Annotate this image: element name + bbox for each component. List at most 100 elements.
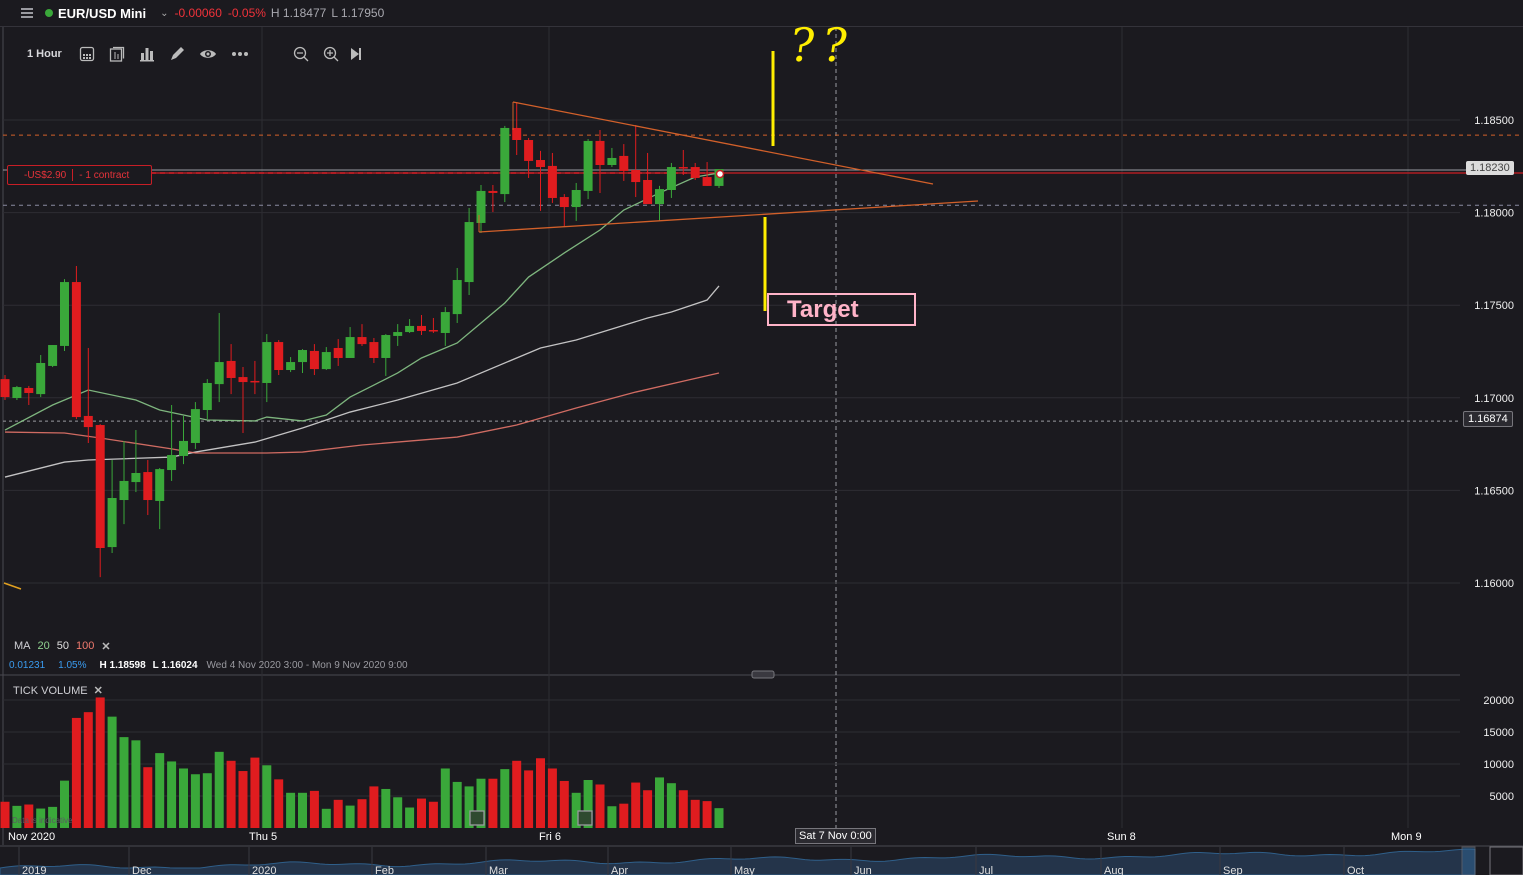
- volume-bar[interactable]: [690, 799, 700, 828]
- candle-body[interactable]: [274, 342, 284, 371]
- volume-bar[interactable]: [131, 740, 141, 828]
- instrument-name[interactable]: EUR/USD Mini: [58, 5, 147, 21]
- candle-body[interactable]: [24, 387, 34, 393]
- volume-bar[interactable]: [571, 792, 581, 828]
- candle-body[interactable]: [333, 347, 343, 358]
- volume-bar[interactable]: [595, 784, 605, 828]
- navigator-window[interactable]: [1461, 846, 1476, 875]
- candle-body[interactable]: [512, 127, 522, 141]
- volume-bar[interactable]: [345, 805, 355, 828]
- candle-body[interactable]: [631, 170, 641, 183]
- skip-to-end-icon[interactable]: [349, 44, 363, 64]
- volume-bar[interactable]: [214, 751, 224, 828]
- volume-bar[interactable]: [476, 778, 486, 828]
- volume-bar[interactable]: [714, 808, 724, 828]
- volume-bar[interactable]: [357, 799, 367, 828]
- candle-body[interactable]: [107, 497, 117, 548]
- volume-bar[interactable]: [119, 737, 129, 828]
- volume-bar[interactable]: [179, 768, 188, 828]
- candle-body[interactable]: [0, 379, 10, 398]
- volume-bar[interactable]: [250, 757, 260, 828]
- volume-bar[interactable]: [0, 801, 10, 828]
- volume-bar[interactable]: [12, 805, 22, 828]
- candle-body[interactable]: [179, 440, 188, 456]
- volume-bar[interactable]: [405, 807, 415, 828]
- candle-body[interactable]: [250, 380, 260, 383]
- ma-100-label[interactable]: 100: [76, 640, 95, 652]
- volume-bar[interactable]: [524, 770, 534, 828]
- candle-body[interactable]: [309, 350, 319, 370]
- candle-body[interactable]: [440, 312, 450, 333]
- candle-body[interactable]: [702, 177, 712, 186]
- close-volume-icon[interactable]: ✕: [93, 685, 103, 697]
- volume-bar[interactable]: [583, 780, 593, 828]
- volume-bar[interactable]: [60, 780, 69, 828]
- volume-bar[interactable]: [500, 769, 510, 828]
- candle-body[interactable]: [476, 190, 486, 223]
- volume-bar[interactable]: [48, 806, 58, 828]
- volume-bar[interactable]: [655, 777, 664, 828]
- candle-body[interactable]: [321, 352, 331, 370]
- navigator-handle[interactable]: [1489, 846, 1523, 875]
- volume-bar[interactable]: [321, 808, 331, 828]
- volume-bar[interactable]: [262, 765, 272, 828]
- candle-body[interactable]: [666, 167, 676, 191]
- target-annotation[interactable]: Target: [767, 293, 916, 326]
- volume-bar[interactable]: [107, 716, 117, 828]
- volume-bar[interactable]: [607, 806, 617, 828]
- candle-body[interactable]: [345, 337, 355, 358]
- candle-body[interactable]: [405, 325, 415, 333]
- volume-bar[interactable]: [464, 786, 474, 828]
- pane-resize-handle[interactable]: [751, 670, 775, 679]
- volume-bar[interactable]: [631, 782, 641, 828]
- eye-icon[interactable]: [199, 44, 217, 64]
- candle-body[interactable]: [559, 197, 569, 208]
- volume-bar[interactable]: [678, 790, 688, 828]
- candle-body[interactable]: [500, 127, 510, 195]
- volume-bar[interactable]: [488, 778, 498, 828]
- timeframe-button[interactable]: 1 Hour: [27, 48, 62, 60]
- candle-body[interactable]: [190, 409, 200, 443]
- event-marker-icon[interactable]: [469, 810, 485, 826]
- volume-bar[interactable]: [619, 803, 629, 828]
- trendline-upper[interactable]: [512, 101, 934, 185]
- candle-body[interactable]: [428, 330, 438, 332]
- volume-bar[interactable]: [24, 804, 34, 828]
- candle-body[interactable]: [547, 165, 557, 198]
- zoom-out-icon[interactable]: [293, 44, 309, 64]
- volume-bar[interactable]: [226, 760, 236, 828]
- volume-bar[interactable]: [83, 712, 93, 828]
- volume-bar[interactable]: [286, 792, 296, 828]
- volume-bar[interactable]: [702, 801, 712, 828]
- volume-bar[interactable]: [298, 792, 307, 828]
- volume-bar[interactable]: [536, 758, 545, 828]
- volume-bar[interactable]: [547, 768, 557, 828]
- volume-bar[interactable]: [238, 771, 248, 828]
- volume-bar[interactable]: [333, 799, 343, 828]
- candle-body[interactable]: [238, 377, 248, 383]
- candle-body[interactable]: [119, 480, 129, 501]
- candle-body[interactable]: [298, 350, 307, 363]
- volume-bar[interactable]: [95, 697, 105, 828]
- candle-body[interactable]: [12, 387, 22, 398]
- chart-type-icon[interactable]: [109, 44, 125, 64]
- candle-body[interactable]: [95, 425, 105, 548]
- volume-bar[interactable]: [381, 788, 391, 828]
- candle-body[interactable]: [131, 472, 141, 483]
- candle-body[interactable]: [36, 362, 46, 395]
- candle-body[interactable]: [226, 360, 236, 378]
- volume-bar[interactable]: [190, 774, 200, 828]
- candle-body[interactable]: [619, 155, 629, 171]
- more-icon[interactable]: [231, 44, 249, 64]
- volume-bar[interactable]: [71, 717, 81, 828]
- candle-body[interactable]: [143, 472, 153, 501]
- candle-body[interactable]: [48, 345, 58, 366]
- zoom-in-icon[interactable]: [323, 44, 339, 64]
- position-label[interactable]: -US$2.90 - 1 contract: [7, 165, 152, 185]
- pencil-icon[interactable]: [169, 44, 185, 64]
- candle-body[interactable]: [678, 167, 688, 169]
- candle-body[interactable]: [571, 190, 581, 208]
- volume-bar[interactable]: [452, 781, 462, 828]
- volume-bar[interactable]: [274, 779, 284, 828]
